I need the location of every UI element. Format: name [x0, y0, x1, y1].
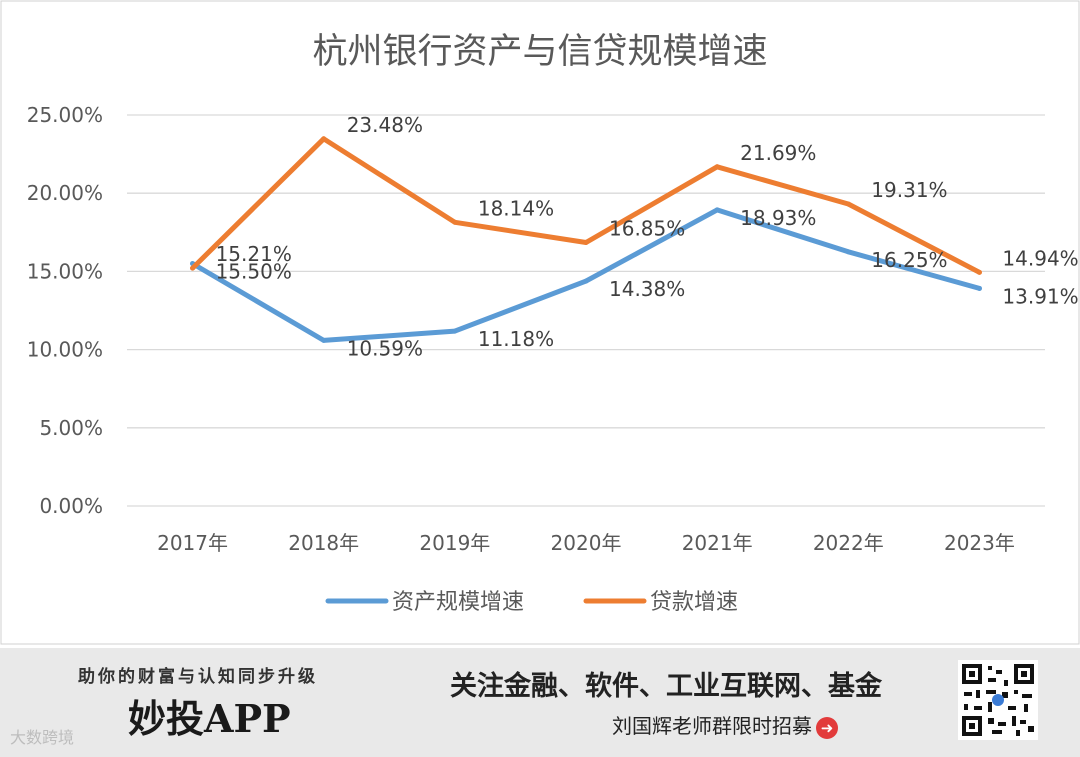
data-label: 21.69%: [740, 141, 816, 165]
app-name[interactable]: 妙投APP: [128, 696, 291, 741]
data-label: 18.93%: [740, 206, 816, 230]
x-tick-label: 2021年: [682, 531, 753, 555]
series-2-point: [976, 269, 982, 275]
data-label: 10.59%: [347, 336, 423, 360]
series-lines: [190, 136, 982, 343]
x-tick-label: 2017年: [157, 531, 228, 555]
series-1-point: [976, 285, 982, 291]
chart-border: [0, 0, 1080, 645]
data-label: 16.25%: [871, 248, 947, 272]
banner-slogan: 助你的财富与认知同步升级: [78, 667, 318, 687]
y-tick-label: 25.00%: [27, 103, 103, 127]
x-axis-ticks: 2017年 2018年 2019年 2020年 2021年 2022年 2023年: [157, 531, 1015, 555]
grid-lines: [127, 114, 1045, 507]
series-1-point: [714, 207, 720, 213]
y-axis-ticks: 0.00% 5.00% 10.00% 15.00% 20.00% 25.00%: [27, 103, 103, 518]
series-2-point: [452, 219, 458, 225]
data-label: 14.38%: [609, 277, 685, 301]
series-2-point: [321, 136, 327, 142]
series-2-point: [583, 239, 589, 245]
series-1-point: [321, 337, 327, 343]
line-chart: 杭州银行资产与信贷规模增速 0.00% 5.00% 10.00% 15.00% 20.0…: [0, 0, 1080, 645]
promo-banner[interactable]: 助你的财富与认知同步升级 妙投APP 大数跨境 关注金融、软件、工业互联网、基金…: [0, 648, 1080, 757]
series-1-point: [845, 249, 851, 255]
series-1-point: [452, 328, 458, 334]
y-tick-label: 20.00%: [27, 181, 103, 205]
series-2-point: [190, 265, 196, 271]
x-tick-label: 2018年: [288, 531, 359, 555]
promo-subline[interactable]: 刘国辉老师群限时招募 ➜: [612, 710, 838, 739]
data-label: 11.18%: [478, 327, 554, 351]
x-tick-label: 2020年: [551, 531, 622, 555]
y-tick-label: 5.00%: [39, 416, 103, 440]
x-tick-label: 2022年: [813, 531, 884, 555]
promo-subline-text: 刘国辉老师群限时招募: [612, 714, 812, 738]
data-label: 14.94%: [1002, 246, 1078, 270]
data-label: 15.50%: [216, 260, 292, 284]
promo-headline: 关注金融、软件、工业互联网、基金: [450, 671, 882, 702]
data-label: 23.48%: [347, 113, 423, 137]
data-label: 16.85%: [609, 216, 685, 240]
legend: 资产规模增速 贷款增速: [325, 590, 738, 615]
data-label: 15.21%: [216, 242, 292, 266]
x-tick-label: 2019年: [419, 531, 490, 555]
arrow-right-icon[interactable]: ➜: [816, 716, 838, 739]
legend-label-2: 贷款增速: [650, 590, 738, 615]
data-label: 13.91%: [1002, 284, 1078, 308]
y-tick-label: 15.00%: [27, 259, 103, 283]
watermark-text: 大数跨境: [10, 728, 75, 747]
data-label: 19.31%: [871, 178, 947, 202]
series-2-point: [714, 164, 720, 170]
y-tick-label: 0.00%: [39, 494, 103, 518]
x-tick-label: 2023年: [944, 531, 1015, 555]
data-labels: 15.50% 10.59% 11.18% 14.38% 18.93% 16.25% 13.9…: [216, 113, 1079, 361]
data-label: 18.14%: [478, 196, 554, 220]
legend-label-1: 资产规模增速: [392, 590, 524, 615]
chart-title: 杭州银行资产与信贷规模增速: [312, 32, 767, 72]
y-tick-label: 10.00%: [27, 338, 103, 362]
series-2-point: [845, 201, 851, 207]
qr-code-icon[interactable]: [958, 660, 1038, 740]
series-1-point: [583, 278, 589, 284]
